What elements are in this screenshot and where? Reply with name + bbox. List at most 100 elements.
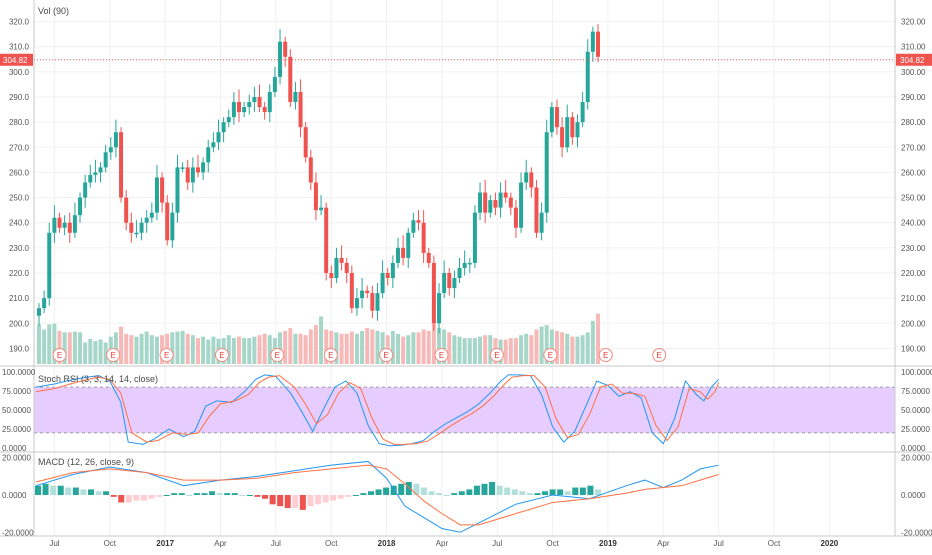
candle-body[interactable]: [426, 252, 431, 263]
candle-body[interactable]: [267, 91, 272, 113]
candle-body[interactable]: [288, 56, 293, 103]
candle-body[interactable]: [596, 31, 600, 57]
candle-body[interactable]: [524, 172, 529, 183]
candle-body[interactable]: [298, 91, 303, 128]
candle-body[interactable]: [354, 298, 359, 309]
volume-indicator-label[interactable]: Vol (90): [38, 6, 69, 16]
candle-body[interactable]: [549, 107, 554, 133]
candle-body[interactable]: [103, 152, 108, 168]
candle-body[interactable]: [319, 207, 324, 211]
candle-body[interactable]: [221, 122, 226, 133]
candle-body[interactable]: [395, 247, 400, 263]
candle-body[interactable]: [144, 217, 149, 223]
candle-body[interactable]: [334, 257, 339, 279]
candle-body[interactable]: [431, 262, 436, 324]
candle-body[interactable]: [406, 232, 411, 258]
candle-body[interactable]: [503, 192, 508, 198]
candle-body[interactable]: [98, 167, 103, 173]
candle-body[interactable]: [154, 177, 159, 213]
earnings-marker[interactable]: E: [159, 348, 174, 362]
earnings-marker[interactable]: E: [379, 348, 394, 362]
candle-body[interactable]: [42, 298, 47, 309]
candle-body[interactable]: [72, 215, 77, 233]
earnings-marker[interactable]: E: [52, 348, 67, 362]
candle-body[interactable]: [170, 212, 175, 241]
candle-body[interactable]: [447, 272, 452, 289]
candle-body[interactable]: [375, 293, 380, 311]
candle-body[interactable]: [585, 51, 590, 103]
candle-body[interactable]: [467, 262, 472, 265]
candle-body[interactable]: [293, 91, 298, 103]
stoch-rsi-title[interactable]: Stoch RSI (3, 3, 14, 14, close): [38, 374, 158, 384]
candle-body[interactable]: [283, 41, 288, 57]
candle-body[interactable]: [149, 212, 154, 218]
candle-body[interactable]: [590, 31, 595, 52]
candle-body[interactable]: [231, 102, 236, 118]
candle-body[interactable]: [385, 272, 390, 279]
stoch-rsi-pane[interactable]: [34, 374, 895, 447]
candle-body[interactable]: [308, 157, 313, 183]
earnings-marker[interactable]: E: [270, 348, 285, 362]
candle-body[interactable]: [437, 293, 442, 324]
candle-body[interactable]: [313, 182, 318, 211]
candle-body[interactable]: [201, 162, 206, 173]
candle-body[interactable]: [303, 127, 308, 158]
candle-body[interactable]: [519, 182, 524, 228]
candle-body[interactable]: [195, 167, 200, 173]
candle-body[interactable]: [529, 172, 534, 188]
candle-body[interactable]: [483, 192, 488, 213]
candle-body[interactable]: [206, 147, 211, 163]
candle-body[interactable]: [57, 217, 62, 228]
candle-body[interactable]: [544, 132, 549, 213]
earnings-marker[interactable]: E: [323, 348, 338, 362]
earnings-marker[interactable]: E: [434, 348, 449, 362]
candle-body[interactable]: [349, 272, 354, 309]
candle-body[interactable]: [272, 76, 277, 92]
candle-body[interactable]: [478, 192, 483, 213]
candle-body[interactable]: [324, 207, 329, 273]
candle-body[interactable]: [113, 132, 118, 148]
candle-body[interactable]: [180, 167, 185, 169]
candle-body[interactable]: [211, 142, 216, 148]
candle-body[interactable]: [47, 232, 52, 299]
candle-body[interactable]: [498, 192, 503, 208]
candle-body[interactable]: [88, 174, 93, 183]
candle-body[interactable]: [508, 197, 513, 208]
candle-body[interactable]: [257, 97, 262, 108]
candle-body[interactable]: [360, 290, 365, 299]
candle-body[interactable]: [216, 132, 221, 143]
candle-body[interactable]: [62, 222, 67, 228]
candle-body[interactable]: [401, 247, 406, 258]
earnings-marker[interactable]: E: [652, 348, 667, 362]
candle-body[interactable]: [185, 167, 190, 183]
candle-body[interactable]: [139, 222, 144, 233]
candle-body[interactable]: [247, 102, 252, 108]
earnings-marker[interactable]: E: [106, 348, 121, 362]
candle-body[interactable]: [462, 262, 467, 268]
candle-body[interactable]: [442, 272, 447, 294]
candle-body[interactable]: [129, 222, 134, 233]
candle-body[interactable]: [411, 220, 416, 233]
earnings-marker[interactable]: E: [214, 348, 229, 362]
candle-body[interactable]: [262, 107, 267, 113]
candle-body[interactable]: [329, 272, 334, 279]
candle-body[interactable]: [175, 167, 180, 213]
candle-body[interactable]: [344, 262, 349, 273]
macd-pane[interactable]: [35, 460, 719, 533]
candle-body[interactable]: [237, 102, 242, 113]
candle-body[interactable]: [570, 117, 575, 138]
candle-body[interactable]: [78, 197, 83, 216]
candle-body[interactable]: [493, 200, 498, 208]
candle-body[interactable]: [160, 177, 165, 203]
candle-body[interactable]: [472, 212, 477, 263]
earnings-marker[interactable]: E: [543, 348, 558, 362]
candle-body[interactable]: [513, 207, 518, 228]
candle-body[interactable]: [93, 172, 98, 175]
candle-body[interactable]: [554, 107, 559, 128]
earnings-marker[interactable]: E: [598, 348, 613, 362]
candle-body[interactable]: [421, 222, 426, 253]
macd-title[interactable]: MACD (12, 26, close, 9): [38, 457, 134, 467]
candle-body[interactable]: [539, 212, 544, 233]
